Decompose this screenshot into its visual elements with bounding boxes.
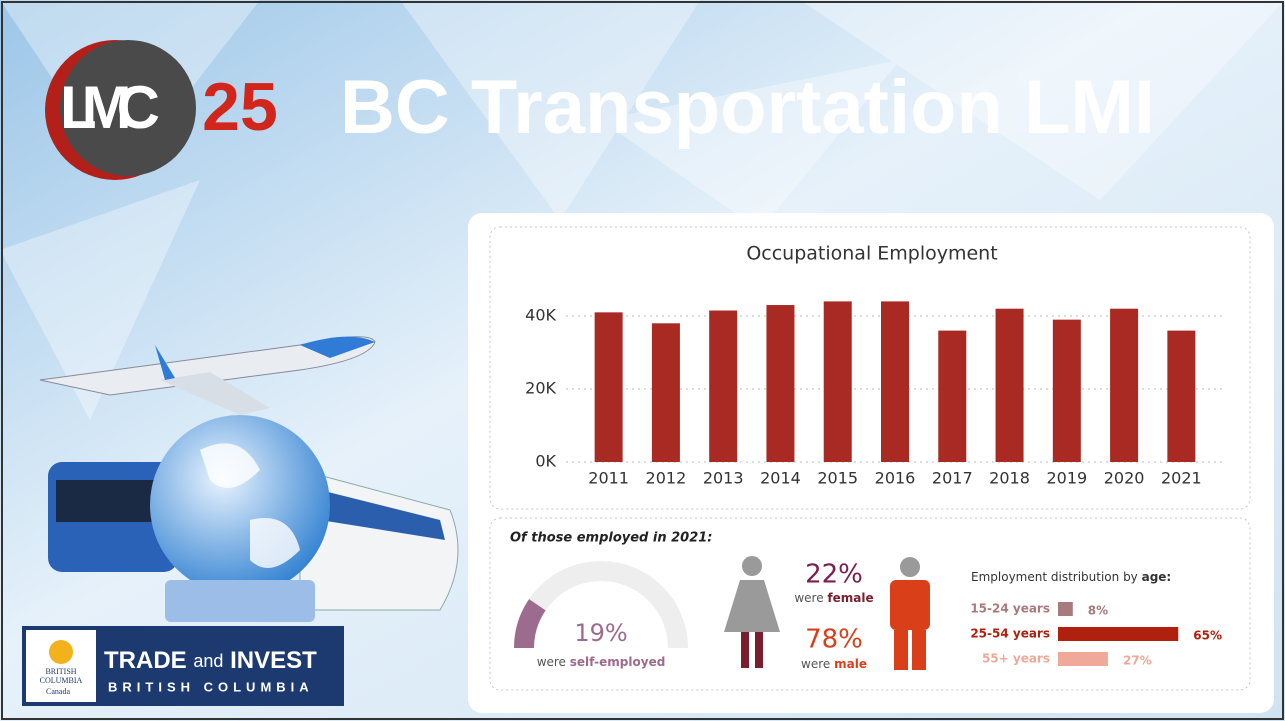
bar <box>1110 309 1138 462</box>
age-title-emphasis: age: <box>1142 570 1172 584</box>
logo-line1: TRADE and INVEST <box>104 647 317 674</box>
bar <box>996 309 1024 462</box>
caption-text: were <box>537 655 566 669</box>
x-tick-label: 2013 <box>703 469 744 488</box>
x-tick-label: 2021 <box>1161 469 1202 488</box>
age-bar <box>1058 652 1108 666</box>
x-tick-label: 2018 <box>989 469 1030 488</box>
caption: were male <box>801 657 867 671</box>
chart-title: Occupational Employment <box>746 243 997 265</box>
logo-word: TRADE <box>104 647 187 674</box>
caption-emphasis: male <box>834 657 867 671</box>
bar <box>938 331 966 462</box>
x-tick-label: 2015 <box>817 469 858 488</box>
crest-text: COLUMBIA <box>40 676 83 685</box>
x-tick-label: 2012 <box>646 469 687 488</box>
slide: LMC 25 BC Transportation LMI BRITISH COL… <box>0 0 1285 721</box>
slide-title: BC Transportation LMI <box>340 65 1155 150</box>
age-bar <box>1058 627 1178 641</box>
female-share: 22% <box>805 560 863 590</box>
age-value: 65% <box>1193 629 1222 643</box>
age-bar <box>1058 602 1073 616</box>
info-heading: Of those employed in 2021: <box>510 531 713 546</box>
logo-word: INVEST <box>230 647 317 674</box>
bar <box>1053 320 1081 462</box>
page: LMC 25 BC Transportation LMI BRITISH COL… <box>0 0 1285 721</box>
bar <box>709 311 737 462</box>
x-tick-label: 2016 <box>875 469 916 488</box>
age-label: 25-54 years <box>970 627 1050 641</box>
x-tick-label: 2014 <box>760 469 801 488</box>
gauge-label: 19% <box>574 619 627 647</box>
logo-text: LMC <box>60 74 160 141</box>
y-tick-label: 20K <box>525 379 556 398</box>
logo-line2: BRITISH COLUMBIA <box>108 679 314 694</box>
age-value: 8% <box>1088 604 1108 618</box>
y-tick-label: 0K <box>535 452 556 471</box>
logo-number: 25 <box>202 69 278 145</box>
bar <box>824 301 852 462</box>
caption-text: were <box>801 657 830 671</box>
bar <box>766 305 794 462</box>
x-tick-label: 2017 <box>932 469 973 488</box>
x-tick-label: 2011 <box>588 469 629 488</box>
age-label: 55+ years <box>982 652 1050 666</box>
caption-emphasis: self-employed <box>570 655 666 669</box>
caption-emphasis: female <box>827 591 873 605</box>
age-value: 27% <box>1123 654 1152 668</box>
age-title-text: Employment distribution by <box>971 570 1138 584</box>
x-tick-label: 2019 <box>1046 469 1087 488</box>
bar <box>652 323 680 462</box>
age-title: Employment distribution by age: <box>971 570 1171 584</box>
trade-invest-logo: BRITISH COLUMBIA Canada TRADE and INVEST… <box>22 626 344 706</box>
male-share: 78% <box>805 625 863 655</box>
x-tick-label: 2020 <box>1104 469 1145 488</box>
bar <box>595 312 623 462</box>
caption: were female <box>794 591 873 605</box>
crest-country: Canada <box>46 687 70 696</box>
y-tick-label: 40K <box>525 306 556 325</box>
logo-word: and <box>193 651 223 671</box>
crest-text: BRITISH <box>45 667 76 676</box>
bar <box>1167 331 1195 462</box>
age-label: 15-24 years <box>970 602 1050 616</box>
caption-text: were <box>794 591 823 605</box>
bar <box>881 301 909 462</box>
caption: were self-employed <box>537 655 666 669</box>
